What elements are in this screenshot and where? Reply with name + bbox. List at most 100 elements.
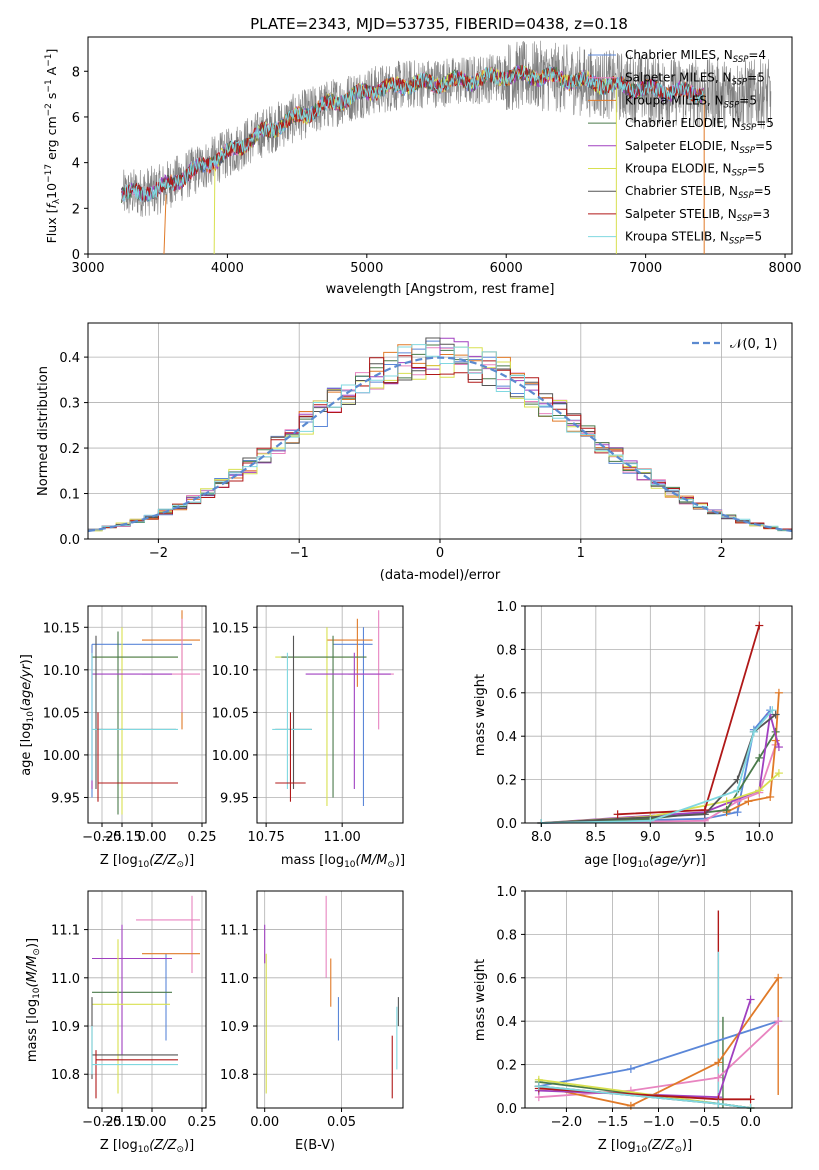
legend-label-main: Salpeter STELIB, N <box>625 207 737 221</box>
panel-ytick-label: 10.9 <box>51 1020 80 1035</box>
mwz-ylabel: mass weight <box>473 959 488 1041</box>
legend-label-sub: SSP <box>724 100 740 110</box>
massz-xlabel: Z [log10(Z/Z⊙)] <box>100 1138 194 1155</box>
panel-xtick-label: −1.5 <box>597 1115 629 1130</box>
panel-frame <box>87 605 207 824</box>
panel-ytick-label: 0.0 <box>496 1102 517 1117</box>
mwz-xlabel: Z [log10(Z/Z⊙)] <box>598 1138 692 1155</box>
panel-ytick-label: 10.00 <box>212 749 249 764</box>
panel-xtick-label: 9.0 <box>640 830 661 845</box>
mwz-xlabel-sub: 10 <box>636 1145 648 1155</box>
panel-ytick-label: 10.10 <box>43 664 80 679</box>
panel-ytick-label: 10.8 <box>51 1068 80 1083</box>
legend-label-main: Salpeter MILES, N <box>625 71 732 85</box>
model-edge-drop <box>213 167 216 255</box>
mass-weight-line <box>541 744 777 824</box>
panel-ytick-label: 0.2 <box>496 1059 517 1074</box>
panel-ytick-label: 11.0 <box>220 972 249 987</box>
agem-xlabel-tail: (M/M <box>356 853 388 868</box>
spectrum-xtick-label: 8000 <box>768 261 801 276</box>
panel-xtick-label: 8.0 <box>531 830 552 845</box>
panel-ytick-label: 11.1 <box>51 924 80 939</box>
legend-label-sub: SSP <box>739 146 755 156</box>
panel-ytick-label: 10.15 <box>43 621 80 636</box>
model-edge-drop <box>163 194 167 255</box>
massz-xlabel-main: Z [log <box>100 1138 138 1153</box>
panel-xtick-label: 10.75 <box>248 830 285 845</box>
panel-ytick-label: 0.6 <box>496 687 517 702</box>
agez-xlabel: Z [log10(Z/Z⊙)] <box>100 853 194 870</box>
panel-xtick-label: 0.05 <box>327 1115 356 1130</box>
panel-ytick-label: 10.9 <box>220 1020 249 1035</box>
spectrum-ytick-label: 2 <box>72 202 80 217</box>
panel-xtick-label: 0.25 <box>188 1115 217 1130</box>
observed-spectrum-line <box>122 40 772 217</box>
residual-ytick-label: 0.1 <box>59 488 80 503</box>
mwz-xlabel-tail: (Z/Z <box>647 1138 675 1153</box>
legend-label: Salpeter STELIB, NSSP=3 <box>625 207 770 224</box>
residual-xtick-label: 0 <box>436 546 444 561</box>
massz-xlabel-tail: (Z/Z <box>149 1138 177 1153</box>
residual-xtick-label: 1 <box>577 546 585 561</box>
mass-vs-ebv-panel: 0.00 0.05 10.8 10.9 11.0 11.1 <box>220 890 404 1130</box>
mwz-xlabel-main: Z [log <box>598 1138 636 1153</box>
masse-xlabel: E(B-V) <box>295 1138 335 1153</box>
residual-ylabel: Normed distribution <box>36 366 51 496</box>
agem-xlabel-sub: 10 <box>344 860 356 870</box>
panel-xtick-label: 0.00 <box>138 1115 167 1130</box>
agez-xlabel-end: )] <box>184 853 194 868</box>
residual-histograms <box>88 337 792 532</box>
legend-label-main: Kroupa MILES, N <box>625 93 724 107</box>
legend-label: Salpeter ELODIE, NSSP=5 <box>625 139 773 156</box>
legend-label-tail: =5 <box>747 162 765 176</box>
panel-ytick-label: 0.8 <box>496 643 517 658</box>
residual-xlabel: (data-model)/error <box>380 568 501 583</box>
panel-ytick-label: 10.10 <box>212 664 249 679</box>
panel-ytick-label: 0.2 <box>496 774 517 789</box>
spectrum-ytick-label: 8 <box>72 65 80 80</box>
spectrum-xlabel: wavelength [Angstrom, rest frame] <box>326 282 555 297</box>
panel-frame <box>87 890 207 1109</box>
panel-ytick-label: 0.4 <box>496 730 517 745</box>
spectrum-xtick-label: 7000 <box>629 261 662 276</box>
panel-xtick-label: −1.0 <box>643 1115 675 1130</box>
legend-label: Salpeter MILES, NSSP=5 <box>625 71 765 88</box>
residual-ytick-label: 0.4 <box>59 351 80 366</box>
legend-label-main: Kroupa STELIB, N <box>625 230 729 244</box>
panel-xtick-label: 0.00 <box>250 1115 279 1130</box>
massz-xlabel-end: )] <box>184 1138 194 1153</box>
panel-ytick-label: 10.00 <box>43 749 80 764</box>
mass-weight-line <box>541 713 777 824</box>
residual-histogram <box>88 346 792 532</box>
residual-panel: −2 −1 0 1 2 0.0 0.1 0.2 0.3 0.4 𝒩(0, 1) (data-mod… <box>36 322 793 583</box>
panel-ytick-label: 0.8 <box>496 928 517 943</box>
legend-label-tail: =5 <box>745 230 763 244</box>
agez-xlabel-tail: (Z/Z <box>149 853 177 868</box>
spectrum-xtick-label: 3000 <box>71 261 104 276</box>
legend-label-main: Chabrier MILES, N <box>625 48 733 62</box>
panel-xtick-label: −0.25 <box>82 1115 122 1130</box>
residual-ytick-label: 0.2 <box>59 442 80 457</box>
legend-label: Kroupa MILES, NSSP=5 <box>625 93 757 110</box>
residual-histogram <box>88 337 792 530</box>
panel-ytick-label: 11.1 <box>220 924 249 939</box>
legend-label-sub: SSP <box>729 237 745 247</box>
residual-ytick-label: 0.3 <box>59 397 80 412</box>
legend-label-sub: SSP <box>741 123 757 133</box>
panel-ytick-label: 1.0 <box>496 885 517 900</box>
spectrum-ytick-label: 0 <box>72 248 80 263</box>
agem-xlabel: mass [log10(M/M⊙)] <box>281 853 405 870</box>
agez-ylabel: age [log10(age/yr)] <box>19 654 36 776</box>
legend-label-tail: =4 <box>748 48 766 62</box>
panel-xtick-label: −2.0 <box>551 1115 583 1130</box>
spectrum-ylabel: Flux [fλ10−17 erg cm−2 s−1 A−1] <box>44 49 62 244</box>
spectrum-xtick-label: 6000 <box>490 261 523 276</box>
residual-xtick-label: −2 <box>149 546 168 561</box>
agem-xlabel-main: mass [log <box>281 853 344 868</box>
legend-label-tail: =5 <box>755 139 773 153</box>
agez-xlabel-main: Z [log <box>100 853 138 868</box>
legend-label-tail: =5 <box>739 93 757 107</box>
legend-label-sub: SSP <box>737 214 753 224</box>
residual-legend-label: 𝒩(0, 1) <box>730 337 777 352</box>
